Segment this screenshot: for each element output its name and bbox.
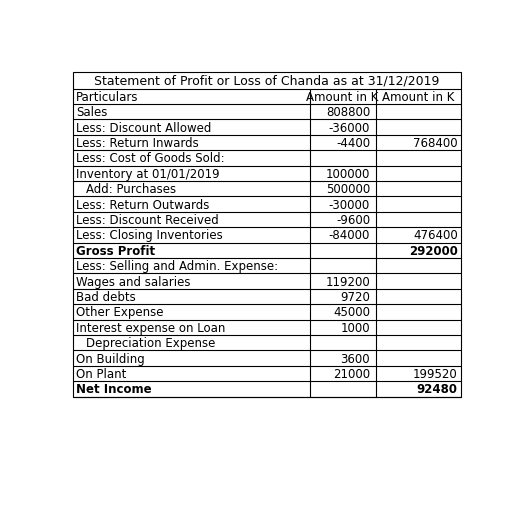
Text: Amount in K: Amount in K	[307, 91, 379, 104]
Text: 476400: 476400	[413, 229, 457, 242]
Text: Less: Return Outwards: Less: Return Outwards	[77, 199, 210, 211]
Text: Inventory at 01/01/2019: Inventory at 01/01/2019	[77, 167, 220, 181]
Text: Depreciation Expense: Depreciation Expense	[85, 336, 215, 350]
Text: Less: Selling and Admin. Expense:: Less: Selling and Admin. Expense:	[77, 260, 278, 273]
Text: -9600: -9600	[336, 214, 370, 227]
Text: Sales: Sales	[77, 106, 108, 119]
Text: Gross Profit: Gross Profit	[77, 244, 156, 258]
Text: 100000: 100000	[326, 167, 370, 181]
Text: 500000: 500000	[326, 183, 370, 196]
Text: On Building: On Building	[77, 352, 145, 365]
Text: Other Expense: Other Expense	[77, 306, 164, 319]
Text: Bad debts: Bad debts	[77, 291, 136, 303]
Text: Amount in K: Amount in K	[382, 91, 454, 104]
Text: Add: Purchases: Add: Purchases	[85, 183, 176, 196]
Text: Less: Discount Received: Less: Discount Received	[77, 214, 219, 227]
Text: 808800: 808800	[326, 106, 370, 119]
Text: 199520: 199520	[413, 367, 457, 380]
Text: Less: Closing Inventories: Less: Closing Inventories	[77, 229, 223, 242]
Text: 292000: 292000	[409, 244, 457, 258]
Text: Less: Return Inwards: Less: Return Inwards	[77, 137, 199, 150]
Text: 9720: 9720	[340, 291, 370, 303]
Text: Less: Cost of Goods Sold:: Less: Cost of Goods Sold:	[77, 152, 225, 165]
Text: 1000: 1000	[341, 321, 370, 334]
Text: On Plant: On Plant	[77, 367, 127, 380]
Text: -84000: -84000	[329, 229, 370, 242]
Text: Statement of Profit or Loss of Chanda as at 31/12/2019: Statement of Profit or Loss of Chanda as…	[94, 75, 440, 88]
Text: 119200: 119200	[325, 275, 370, 288]
Text: Particulars: Particulars	[77, 91, 139, 104]
Text: Wages and salaries: Wages and salaries	[77, 275, 191, 288]
Text: Net Income: Net Income	[77, 383, 152, 395]
Text: -30000: -30000	[329, 199, 370, 211]
Text: Less: Discount Allowed: Less: Discount Allowed	[77, 122, 212, 134]
Text: 21000: 21000	[333, 367, 370, 380]
Bar	[73, 73, 461, 397]
Text: 3600: 3600	[341, 352, 370, 365]
Text: -4400: -4400	[336, 137, 370, 150]
Text: Interest expense on Loan: Interest expense on Loan	[77, 321, 226, 334]
Text: -36000: -36000	[329, 122, 370, 134]
Text: 45000: 45000	[333, 306, 370, 319]
Text: 768400: 768400	[413, 137, 457, 150]
Text: 92480: 92480	[417, 383, 457, 395]
